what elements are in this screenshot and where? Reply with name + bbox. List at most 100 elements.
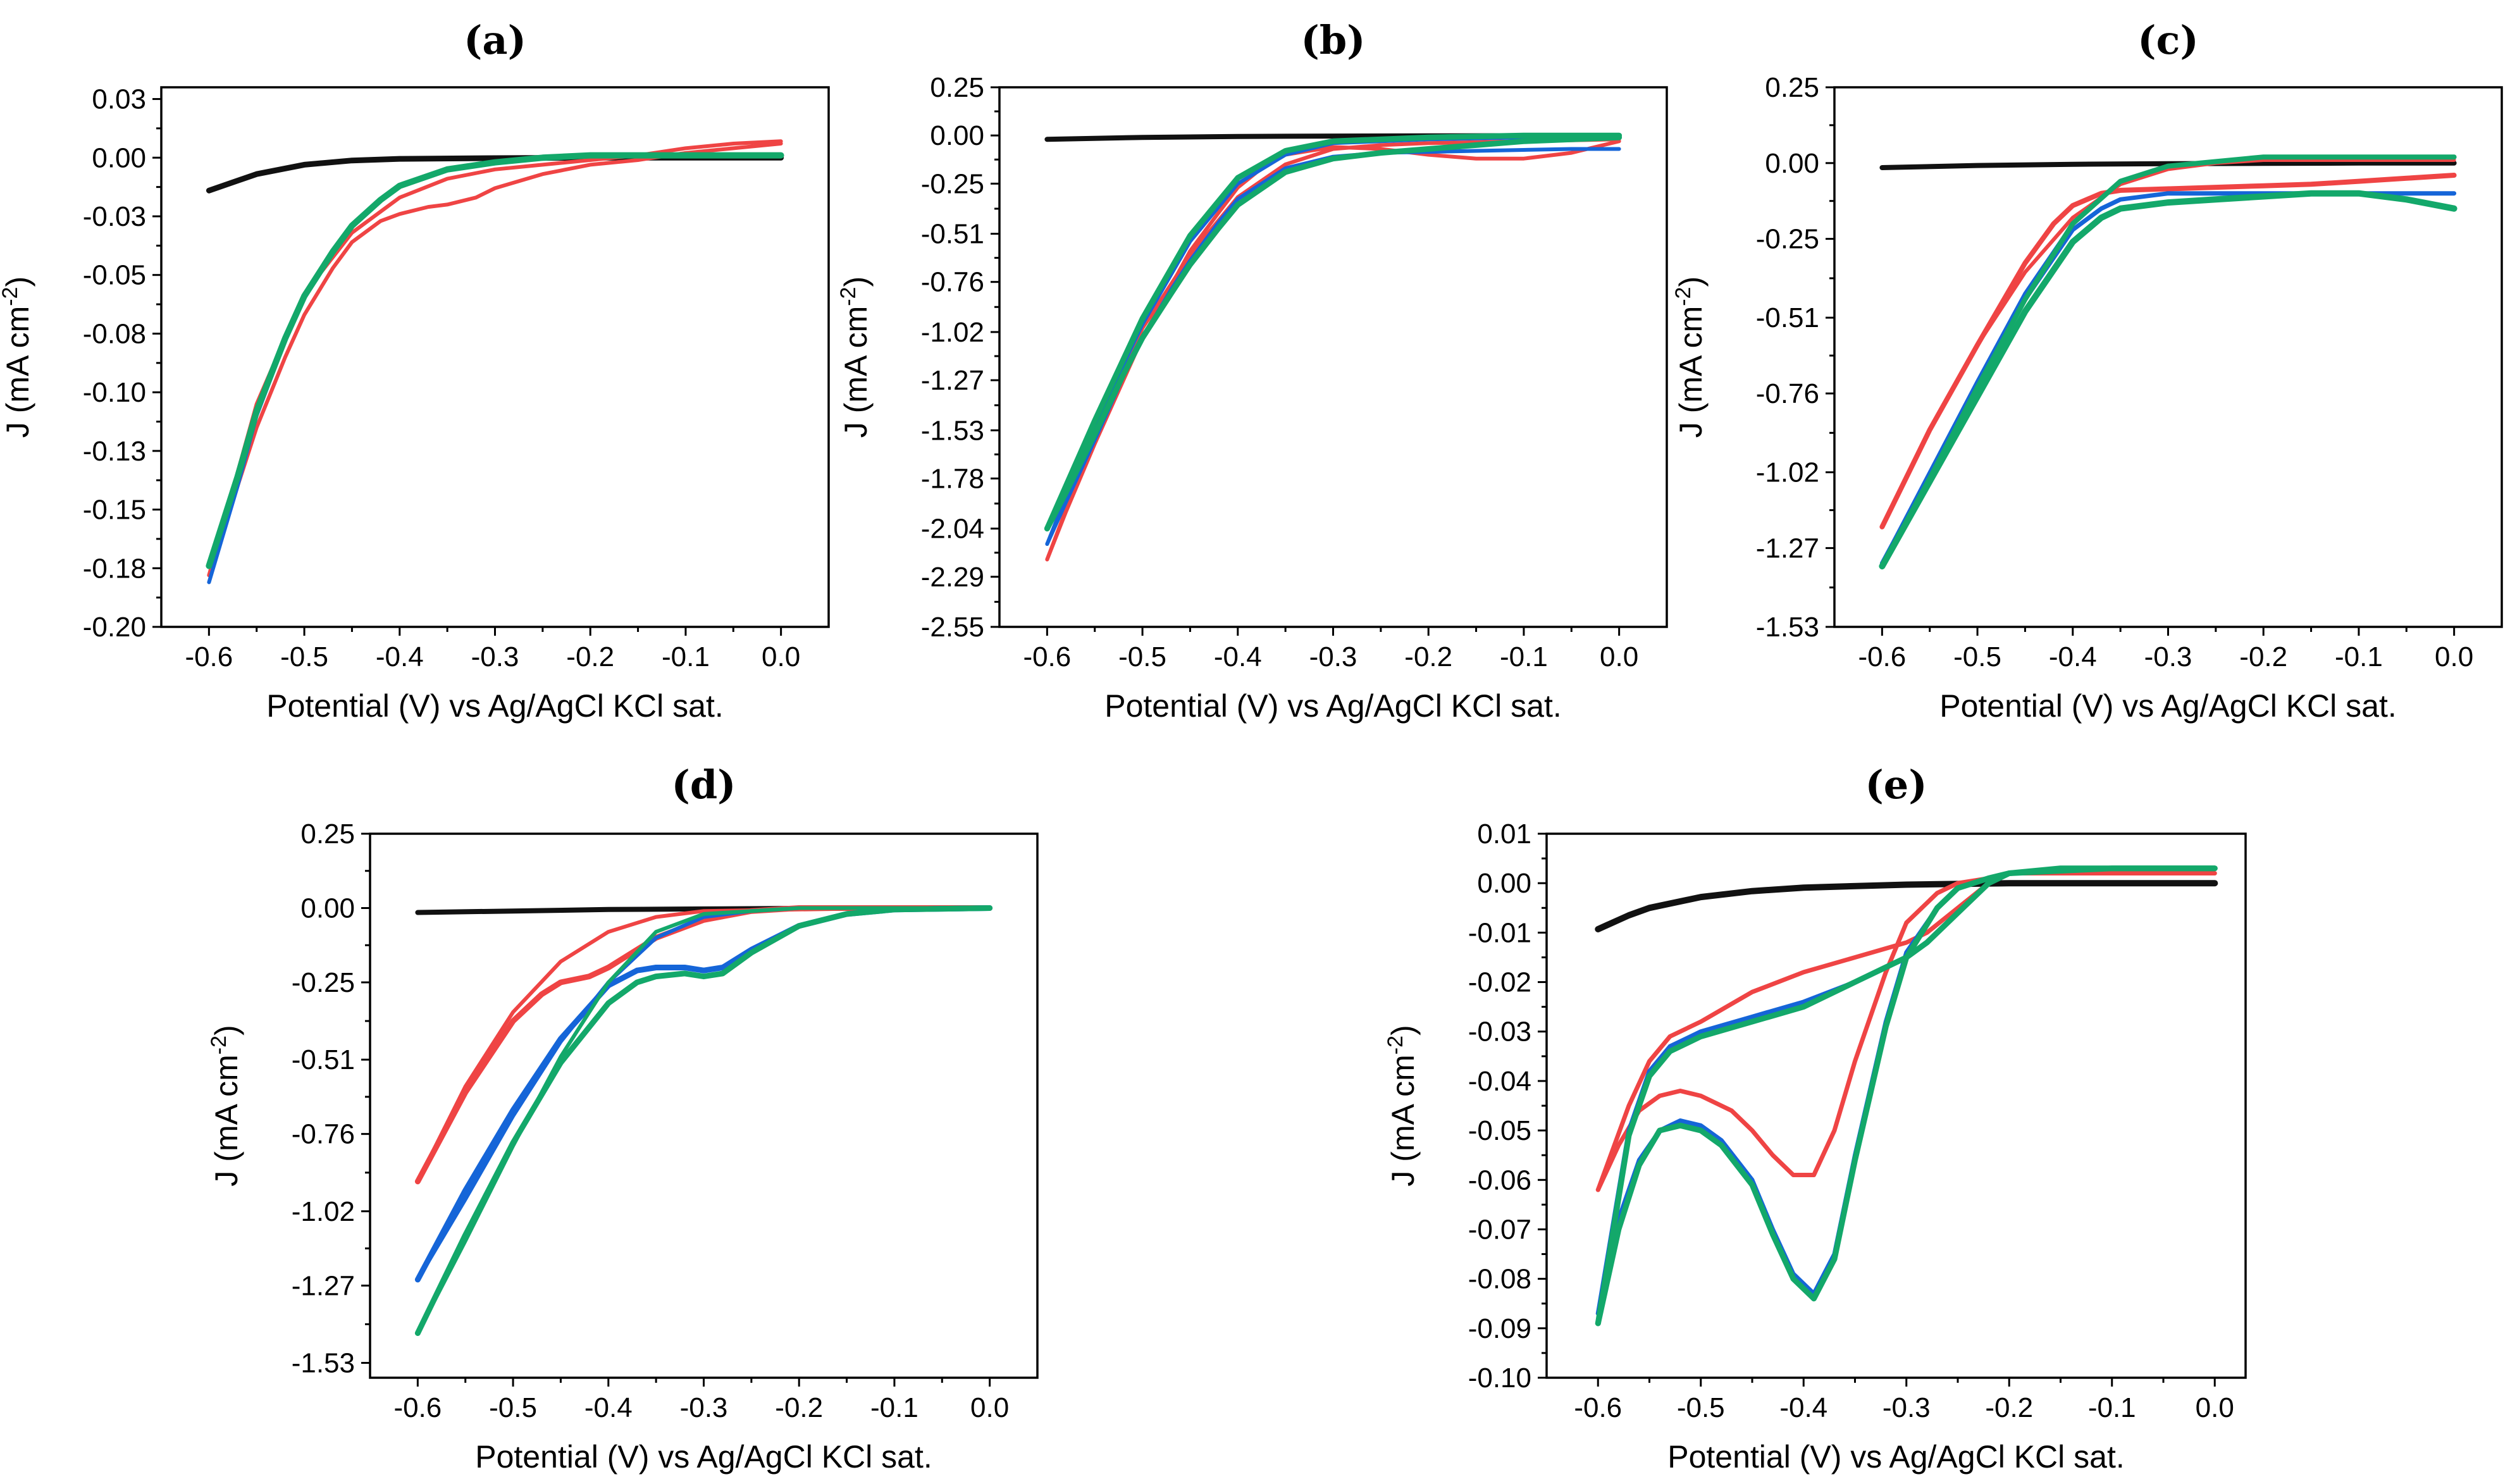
series-red-rev xyxy=(207,139,783,578)
y-tick-label: -0.51 xyxy=(1756,302,1819,333)
x-tick-label: -0.6 xyxy=(1023,641,1071,672)
x-tick-label: -0.3 xyxy=(1309,641,1357,672)
y-axis-label: J (mA cm-2) xyxy=(0,276,35,438)
x-tick-label: 0.0 xyxy=(2435,641,2473,672)
x-tick-label: -0.2 xyxy=(2239,641,2287,672)
y-tick-label: -0.25 xyxy=(292,967,355,998)
x-tick-label: 0.0 xyxy=(2196,1392,2234,1423)
y-tick-label: -0.07 xyxy=(1468,1214,1531,1245)
y-tick-label: -1.27 xyxy=(292,1270,355,1301)
x-tick-label: -0.5 xyxy=(489,1392,537,1423)
y-tick-label: -0.08 xyxy=(83,318,146,349)
series-green-rev xyxy=(1595,865,2218,1326)
y-tick-label: -0.01 xyxy=(1468,917,1531,948)
series-blue-fwd xyxy=(1879,191,2457,566)
y-tick-label: -0.05 xyxy=(1468,1115,1531,1146)
y-tick-label: -1.02 xyxy=(1756,457,1819,488)
x-tick-label: -0.6 xyxy=(1574,1392,1622,1423)
x-tick-label: -0.1 xyxy=(1500,641,1548,672)
series-red-rev xyxy=(1045,137,1621,562)
series-green-fwd xyxy=(1044,134,1623,532)
x-axis-label: Potential (V) vs Ag/AgCl KCl sat. xyxy=(266,688,724,724)
series-group xyxy=(1879,154,2457,570)
y-tick-label: -0.09 xyxy=(1468,1313,1531,1344)
y-axis-label-sup: -2 xyxy=(1383,1036,1407,1054)
x-tick-label: -0.1 xyxy=(2335,641,2383,672)
y-tick-label: -0.51 xyxy=(921,219,984,250)
y-axis-label: J (mA cm-2) xyxy=(1671,276,1709,438)
x-axis-label: Potential (V) vs Ag/AgCl KCl sat. xyxy=(475,1439,932,1475)
y-axis-label-sup: -2 xyxy=(207,1036,231,1054)
x-tick-label: -0.5 xyxy=(1953,641,2001,672)
x-tick-label: 0.0 xyxy=(762,641,800,672)
series-green-rev xyxy=(416,906,992,1335)
x-tick-label: -0.3 xyxy=(2144,641,2192,672)
y-tick-label: -0.06 xyxy=(1468,1165,1531,1196)
x-tick-label: -0.5 xyxy=(280,641,328,672)
panel-title: (e) xyxy=(1865,762,1927,808)
panel-e: (e) -0.6 -0.5 -0.4 -0.3 -0.2 -0.1 0.0 0.01 0.00 -0… xyxy=(1383,762,2247,1475)
y-tick-label: 0.00 xyxy=(300,893,355,924)
x-tick-label: -0.3 xyxy=(471,641,519,672)
y-tick-label: 0.01 xyxy=(1477,819,1531,850)
plot-frame xyxy=(1545,832,2247,1379)
x-tick-label: -0.4 xyxy=(1214,641,1262,672)
x-tick-label: -0.1 xyxy=(870,1392,918,1423)
y-tick-label: -0.05 xyxy=(83,260,146,291)
x-tick-label: -0.2 xyxy=(1985,1392,2033,1423)
plot-frame xyxy=(998,86,1668,628)
series-group xyxy=(1595,865,2218,1326)
y-axis-label-close: ) xyxy=(0,276,35,287)
y-tick-label: -0.10 xyxy=(83,377,146,408)
panel-title: (c) xyxy=(2137,17,2198,63)
y-tick-label: -0.51 xyxy=(292,1044,355,1075)
y-axis-label-close: ) xyxy=(209,1025,244,1036)
y-tick-label: -0.15 xyxy=(83,495,146,526)
y-tick-label: 0.00 xyxy=(1477,868,1531,899)
series-red-fwd xyxy=(1879,173,2457,529)
y-tick-label: -1.53 xyxy=(921,415,984,446)
y-tick-label: -0.02 xyxy=(1468,967,1531,998)
panel-d: (d) -0.6 -0.5 -0.4 -0.3 -0.2 -0.1 0.0 0.25 0.00 -0… xyxy=(207,762,1039,1475)
y-tick-label: -1.27 xyxy=(1756,533,1819,564)
x-tick-label: -0.4 xyxy=(584,1392,633,1423)
series-blue-fwd xyxy=(414,905,993,1283)
y-tick-label: -1.78 xyxy=(921,463,984,494)
series-group xyxy=(206,139,784,584)
y-tick-label: -0.18 xyxy=(83,553,146,584)
x-tick-label: -0.1 xyxy=(2088,1392,2136,1423)
series-green-fwd xyxy=(1879,190,2457,570)
y-axis-label: J (mA cm-2) xyxy=(1383,1025,1421,1186)
x-tick-label: -0.4 xyxy=(1779,1392,1827,1423)
y-axis-label-sup: -2 xyxy=(1671,287,1695,306)
y-tick-label: -0.13 xyxy=(83,436,146,467)
x-tick-label: -0.4 xyxy=(2049,641,2097,672)
y-tick-label: -0.76 xyxy=(1756,378,1819,409)
y-tick-label: -1.27 xyxy=(921,365,984,396)
series-red-rev xyxy=(1595,866,2217,1192)
y-tick-label: -1.02 xyxy=(292,1196,355,1227)
x-axis-label: Potential (V) vs Ag/AgCl KCl sat. xyxy=(1667,1439,2125,1475)
x-tick-label: -0.6 xyxy=(1858,641,1906,672)
panel-a: (a) -0.6 -0.5 -0.4 -0.3 -0.2 -0.1 0.0 0.03 0.00 -0… xyxy=(0,17,830,724)
y-axis-label-main: J (mA cm xyxy=(0,306,35,438)
x-tick-label: -0.4 xyxy=(376,641,424,672)
y-tick-label: -0.04 xyxy=(1468,1066,1531,1097)
x-tick-label: -0.6 xyxy=(393,1392,442,1423)
y-tick-label: -2.04 xyxy=(921,514,984,545)
x-tick-label: -0.3 xyxy=(680,1392,728,1423)
y-tick-label: -2.55 xyxy=(921,612,984,643)
y-axis-label-close: ) xyxy=(1385,1025,1421,1036)
y-tick-label: -0.25 xyxy=(1756,224,1819,255)
y-axis-label-main: J (mA cm xyxy=(209,1054,244,1186)
y-tick-label: 0.03 xyxy=(92,84,146,115)
series-blue-rev xyxy=(1595,866,2217,1316)
series-blue xyxy=(207,153,783,584)
y-tick-label: -0.76 xyxy=(921,267,984,298)
y-axis-label-main: J (mA cm xyxy=(1385,1054,1421,1186)
y-tick-label: -0.03 xyxy=(1468,1017,1531,1048)
series-red-fwd xyxy=(207,142,783,578)
y-axis-label-close: ) xyxy=(1673,276,1709,287)
x-tick-label: -0.2 xyxy=(566,641,614,672)
